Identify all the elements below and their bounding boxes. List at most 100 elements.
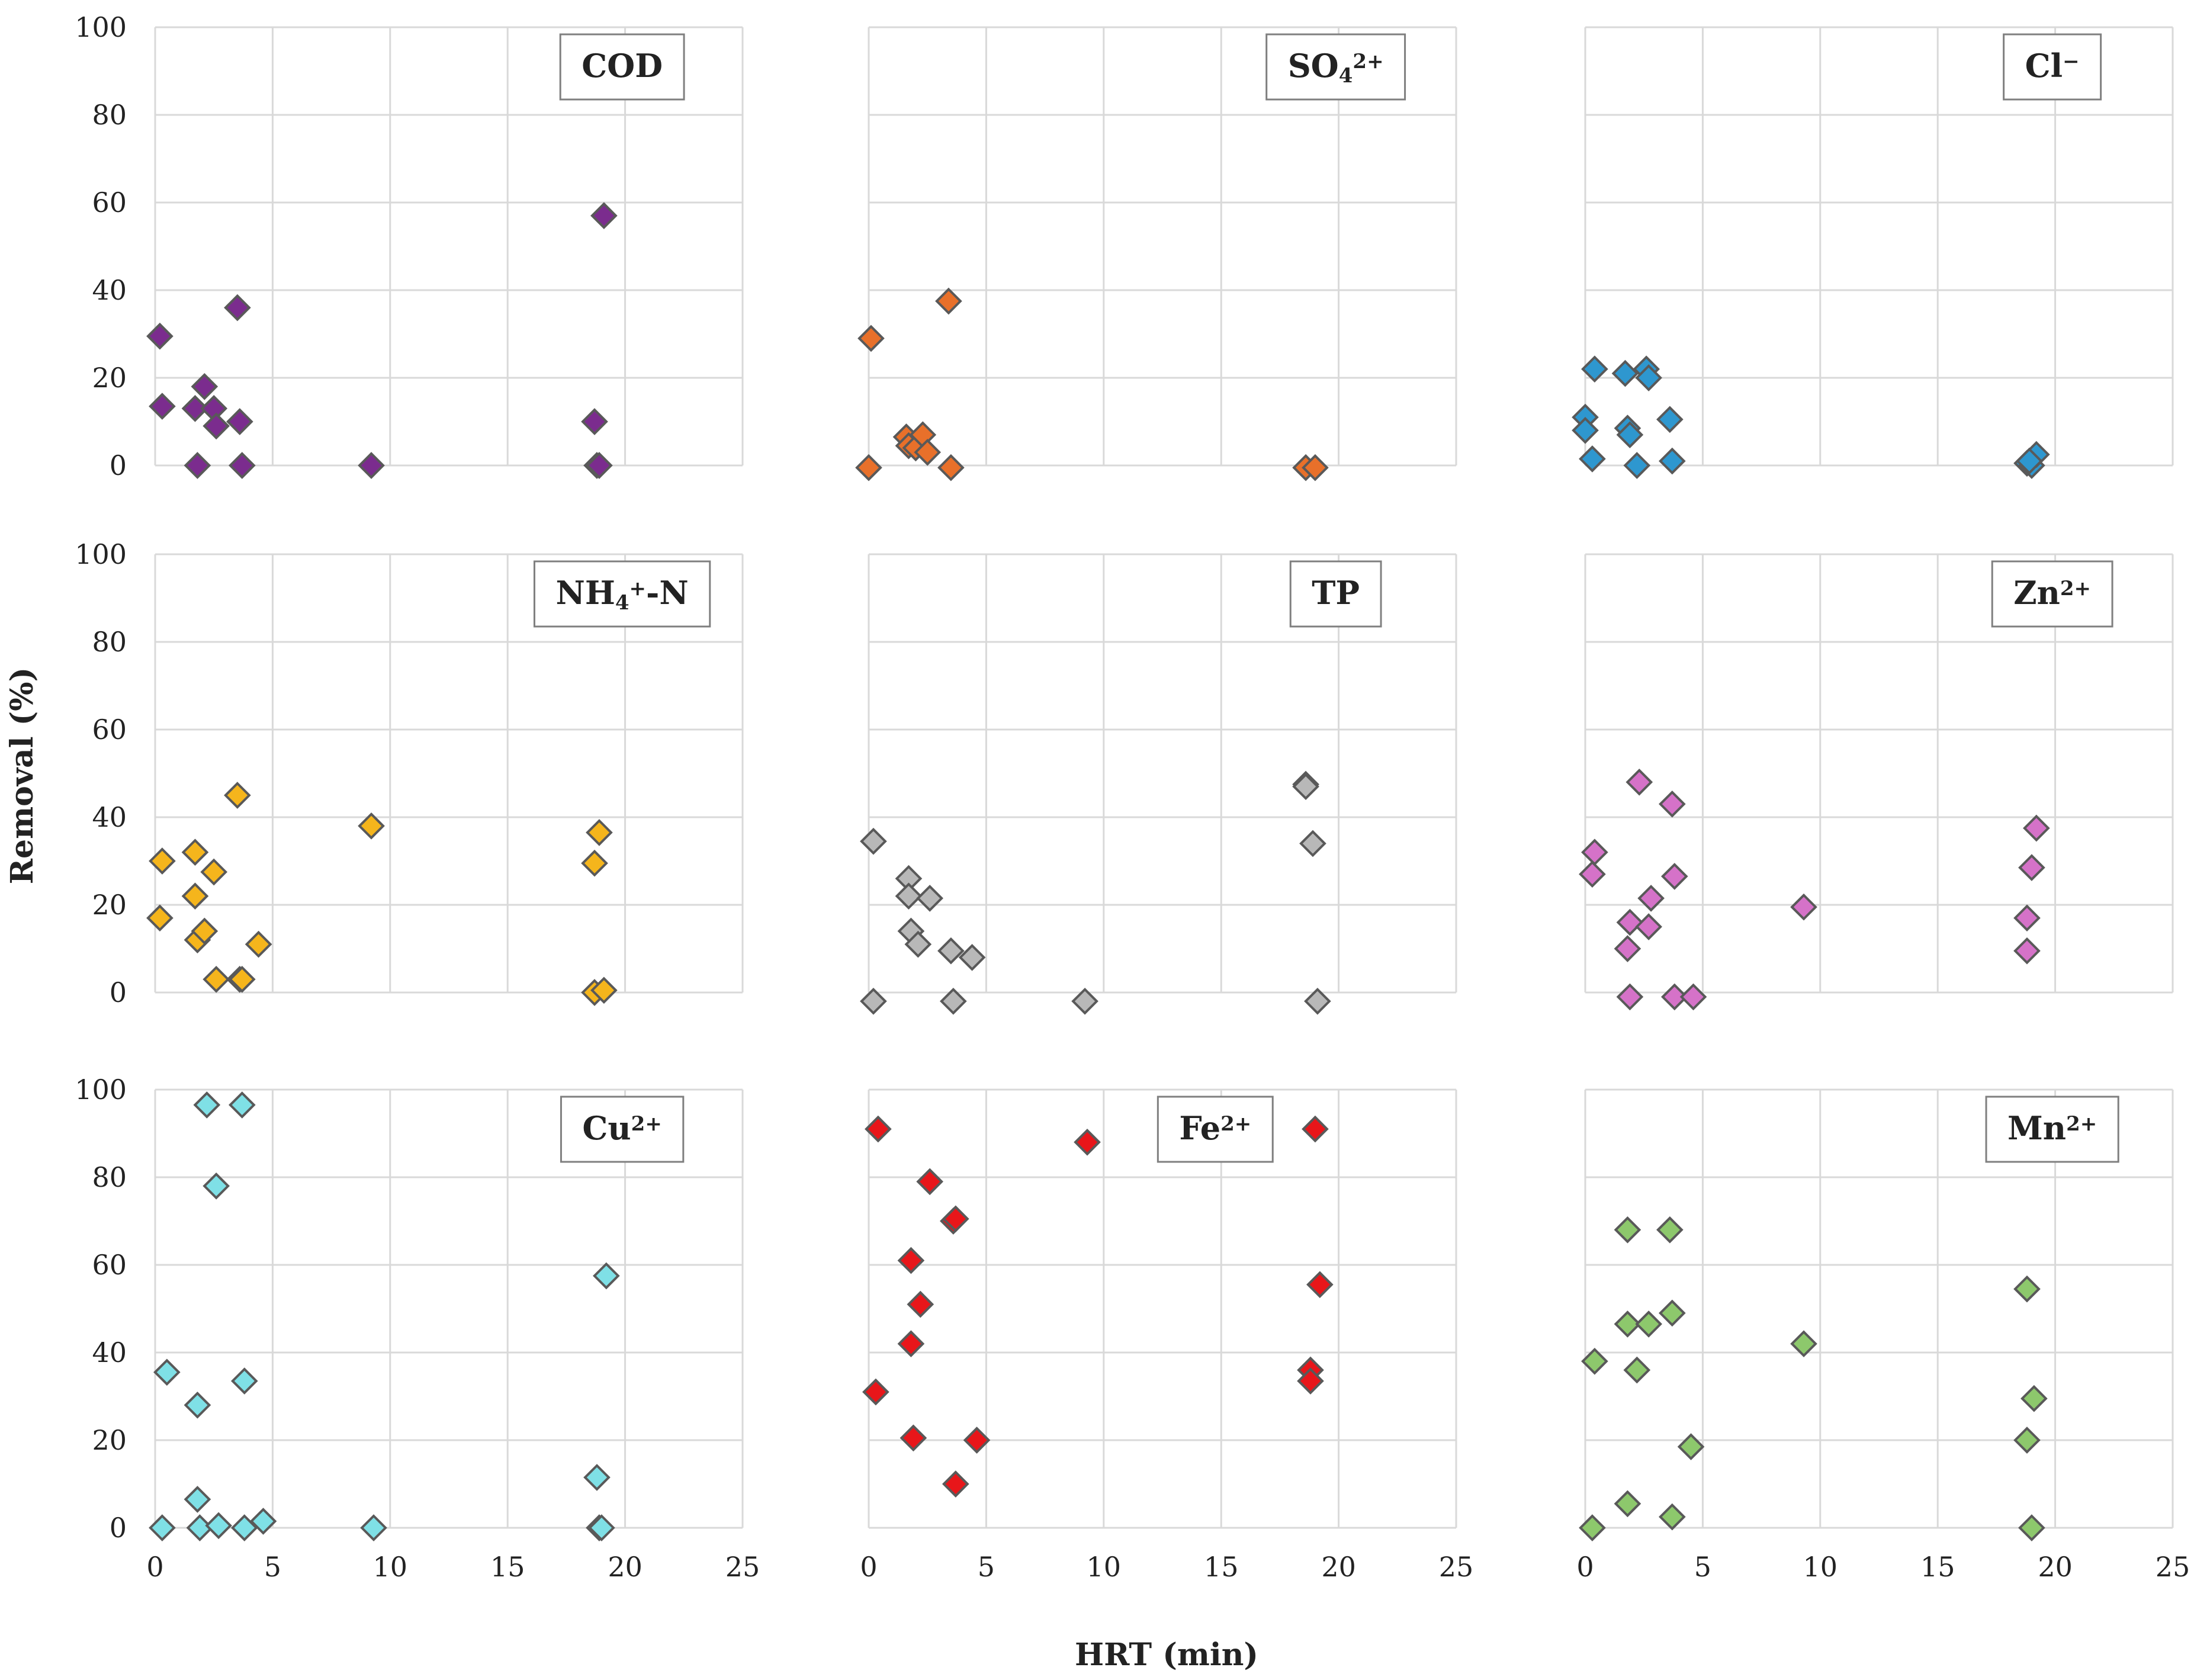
data-point xyxy=(935,287,962,315)
data-point xyxy=(1656,406,1684,433)
data-point xyxy=(2018,1514,2045,1541)
data-point xyxy=(855,454,882,481)
panel-label: Cu2+ xyxy=(560,1096,685,1163)
data-point xyxy=(360,1514,387,1541)
panel-3: 0 20 40 60 80 100 NH4+-N xyxy=(75,538,744,1008)
data-point xyxy=(228,1091,256,1119)
data-point xyxy=(1635,364,1662,391)
panel-title-part: Cu xyxy=(582,1109,631,1147)
data-point xyxy=(860,987,887,1015)
data-point xyxy=(2013,937,2041,965)
x-tick-label: 15 xyxy=(490,1551,525,1583)
data-point xyxy=(1302,454,1329,481)
panel-title: Mn2+ xyxy=(2007,1109,2097,1147)
panel-title-part: Cl xyxy=(2025,47,2063,85)
data-point xyxy=(914,438,942,466)
data-point xyxy=(963,1427,991,1454)
y-tick-label: 20 xyxy=(92,889,127,921)
y-tick-label: 80 xyxy=(92,99,127,131)
data-point xyxy=(940,987,967,1015)
y-tick-label: 100 xyxy=(75,11,127,43)
x-tick-label: 10 xyxy=(1803,1551,1838,1583)
panel-title: SO42+ xyxy=(1288,47,1384,88)
x-tick-label: 10 xyxy=(373,1551,408,1583)
data-point xyxy=(203,412,230,440)
panel-label-box xyxy=(1991,560,2113,628)
data-point xyxy=(907,1290,934,1318)
data-point xyxy=(2016,447,2043,475)
panel-label: Zn2+ xyxy=(1991,560,2113,628)
x-tick-label: 25 xyxy=(2156,1551,2190,1583)
data-point xyxy=(916,1168,943,1196)
x-axis-title: HRT (min) xyxy=(1075,1637,1258,1673)
y-tick-label: 40 xyxy=(92,274,127,306)
y-tick-label: 40 xyxy=(92,1337,127,1369)
data-point xyxy=(1306,1271,1334,1299)
x-tick-label: 20 xyxy=(1321,1551,1356,1583)
data-point xyxy=(1614,935,1642,962)
data-point xyxy=(184,1486,211,1513)
data-point xyxy=(593,1262,620,1290)
data-point xyxy=(1656,1216,1684,1244)
data-point xyxy=(193,1091,221,1119)
data-point xyxy=(230,1514,258,1541)
data-point xyxy=(586,819,613,846)
panel-label: Cl− xyxy=(2003,33,2102,101)
data-point xyxy=(249,1508,277,1535)
data-point xyxy=(1579,445,1606,473)
panel-title-part: Mn xyxy=(2007,1109,2066,1147)
panel-label-box xyxy=(559,33,685,101)
data-point xyxy=(1790,893,1817,921)
data-point xyxy=(153,1358,181,1386)
panel-label-box xyxy=(1157,1096,1274,1163)
data-point xyxy=(205,1512,232,1540)
data-point xyxy=(583,1464,611,1491)
x-tick-label: 10 xyxy=(1087,1551,1122,1583)
data-point xyxy=(860,827,887,855)
panel-label: COD xyxy=(559,33,685,101)
x-tick-label: 20 xyxy=(608,1551,643,1583)
data-point xyxy=(1074,1128,1101,1156)
data-point xyxy=(181,394,209,422)
data-point xyxy=(1616,908,1644,936)
panel-title: Fe2+ xyxy=(1179,1109,1251,1147)
data-point xyxy=(1623,452,1651,479)
data-point xyxy=(581,408,608,435)
panel-title-part: + xyxy=(629,577,647,600)
panel-title-part: 2+ xyxy=(631,1112,662,1136)
data-point xyxy=(224,294,251,322)
data-point xyxy=(937,937,965,965)
data-point xyxy=(1660,863,1688,890)
panel-title-part: Zn xyxy=(2013,574,2060,612)
data-point xyxy=(1614,1490,1642,1518)
data-point xyxy=(149,1514,176,1541)
data-point xyxy=(1616,421,1644,449)
x-tick-label: 25 xyxy=(725,1551,760,1583)
x-tick-label: 5 xyxy=(264,1551,281,1583)
data-point xyxy=(1637,885,1665,912)
panel-label-box xyxy=(560,1096,685,1163)
panel-label: Fe2+ xyxy=(1157,1096,1274,1163)
data-point xyxy=(1658,1503,1686,1531)
panel-label: Mn2+ xyxy=(1985,1096,2119,1163)
x-tick-label: 15 xyxy=(1920,1551,1955,1583)
data-point xyxy=(1635,913,1662,940)
panel-title-part: 2+ xyxy=(2066,1112,2097,1136)
data-point xyxy=(358,452,385,479)
x-tick-label: 0 xyxy=(146,1551,163,1583)
x-tick-label: 0 xyxy=(860,1551,877,1583)
data-point xyxy=(184,1391,211,1419)
x-tick-label: 25 xyxy=(1439,1551,1474,1583)
data-point xyxy=(588,1514,615,1541)
data-point xyxy=(228,452,256,479)
data-point xyxy=(1614,1310,1642,1338)
data-point xyxy=(1677,1433,1705,1460)
x-tick-label: 20 xyxy=(2038,1551,2073,1583)
data-point xyxy=(146,322,174,350)
data-point xyxy=(1302,1115,1329,1143)
data-point xyxy=(1658,1299,1686,1327)
data-point xyxy=(1658,790,1686,818)
data-point xyxy=(1581,839,1608,866)
panel-4: TP xyxy=(860,553,1457,1015)
